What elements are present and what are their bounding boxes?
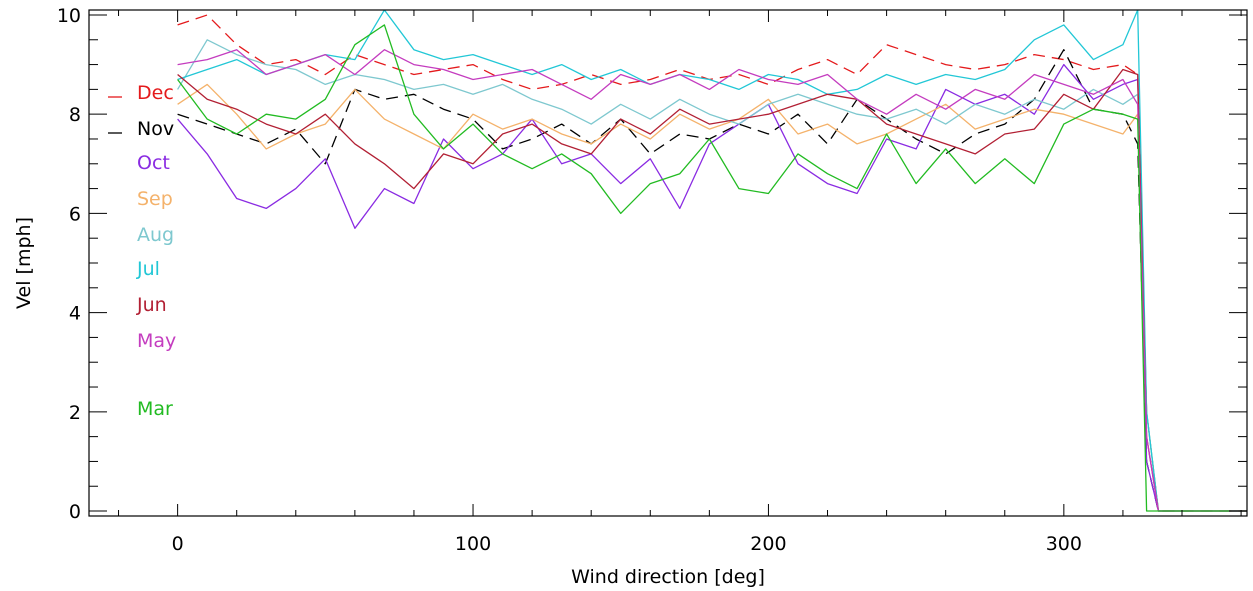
series-line-oct — [177, 63, 1247, 512]
y-tick-label: 10 — [57, 5, 81, 27]
x-tick-label: 100 — [455, 533, 491, 555]
series-line-jul — [177, 10, 1247, 512]
legend-label-jul: Jul — [136, 258, 160, 280]
x-tick-label: 300 — [1046, 533, 1082, 555]
tick-layer: 0 100 200 300 0 2 4 6 8 10 — [57, 5, 1247, 555]
y-tick-label: 4 — [69, 303, 81, 325]
legend-label-may: May — [137, 330, 176, 352]
x-axis-title: Wind direction [deg] — [571, 566, 765, 588]
y-tick-label: 8 — [69, 104, 81, 126]
legend: Dec Nov Oct Sep Aug Jul Jun May Mar — [108, 82, 176, 420]
y-tick-label: 6 — [69, 203, 81, 225]
plot-frame — [88, 9, 1248, 517]
series-line-nov — [177, 49, 1247, 512]
series-layer — [177, 10, 1247, 512]
x-tick-label: 0 — [172, 533, 184, 555]
y-tick-label: 0 — [69, 501, 81, 523]
series-line-mar — [177, 24, 1247, 512]
legend-label-jun: Jun — [136, 294, 167, 316]
series-line-dec — [177, 14, 1247, 512]
series-line-aug — [177, 39, 1247, 512]
y-axis-title: Vel [mph] — [13, 217, 35, 309]
series-line-jun — [177, 68, 1247, 512]
legend-label-nov: Nov — [137, 118, 174, 140]
y-tick-label: 2 — [69, 402, 81, 424]
x-tick-label: 200 — [750, 533, 786, 555]
series-line-sep — [177, 83, 1247, 512]
series-line-may — [177, 49, 1247, 512]
legend-label-oct: Oct — [137, 152, 170, 174]
legend-label-dec: Dec — [137, 82, 174, 104]
legend-label-sep: Sep — [137, 188, 173, 210]
legend-label-mar: Mar — [137, 398, 173, 420]
legend-label-aug: Aug — [137, 224, 174, 246]
